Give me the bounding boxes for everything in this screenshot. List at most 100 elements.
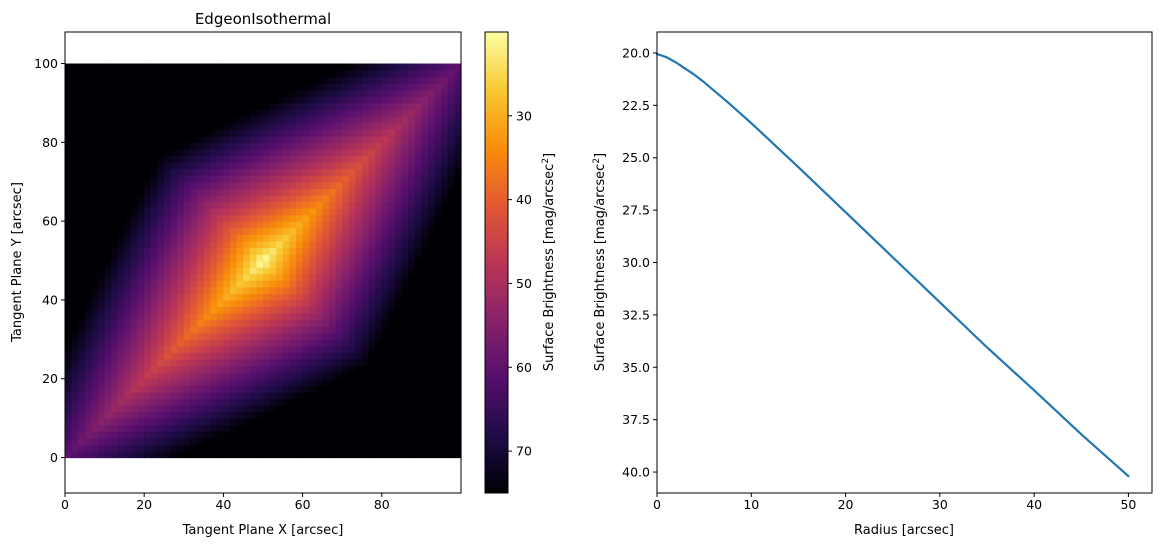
heatmap-cell bbox=[249, 306, 257, 314]
heatmap-cell bbox=[388, 359, 396, 367]
heatmap-cell bbox=[282, 135, 290, 143]
heatmap-cell bbox=[65, 306, 73, 314]
heatmap-cell bbox=[203, 385, 211, 393]
heatmap-cell bbox=[236, 260, 244, 268]
heatmap-cell bbox=[381, 109, 389, 117]
heatmap-cell bbox=[84, 70, 92, 78]
heatmap-cell bbox=[362, 359, 370, 367]
heatmap-cell bbox=[197, 234, 205, 242]
heatmap-cell bbox=[322, 148, 330, 157]
heatmap-cell bbox=[447, 63, 455, 71]
heatmap-cell bbox=[84, 122, 92, 130]
heatmap-cell bbox=[78, 332, 86, 340]
heatmap-cell bbox=[137, 359, 145, 367]
heatmap-cell bbox=[408, 148, 416, 157]
heatmap-cell bbox=[84, 240, 92, 248]
heatmap-cell bbox=[329, 431, 337, 439]
heatmap-cell bbox=[197, 378, 205, 386]
heatmap-cell bbox=[342, 365, 350, 373]
heatmap-cell bbox=[282, 142, 290, 150]
heatmap-cell bbox=[421, 286, 429, 294]
heatmap-cell bbox=[249, 162, 257, 170]
heatmap-cell bbox=[203, 162, 211, 170]
heatmap-cell bbox=[302, 247, 310, 255]
heatmap-cell bbox=[65, 313, 73, 321]
heatmap-cell bbox=[434, 63, 442, 71]
heatmap-cell bbox=[71, 194, 79, 203]
heatmap-cell bbox=[381, 359, 389, 367]
heatmap-cell bbox=[91, 175, 99, 183]
heatmap-cell bbox=[144, 352, 152, 360]
heatmap-cell bbox=[447, 247, 455, 255]
heatmap-cell bbox=[309, 148, 317, 157]
heatmap-cell bbox=[223, 155, 231, 163]
heatmap-cell bbox=[98, 391, 106, 400]
heatmap-cell bbox=[329, 253, 337, 262]
heatmap-cell bbox=[137, 437, 145, 446]
heatmap-cell bbox=[302, 122, 310, 130]
heatmap-cell bbox=[236, 175, 244, 183]
heatmap-cell bbox=[289, 122, 297, 130]
heatmap-cell bbox=[276, 247, 284, 255]
heatmap-cell bbox=[104, 240, 112, 248]
heatmap-cell bbox=[164, 450, 172, 459]
heatmap-cell bbox=[342, 129, 350, 137]
heatmap-cell bbox=[428, 365, 436, 373]
heatmap-cell bbox=[335, 299, 343, 308]
heatmap-cell bbox=[98, 181, 106, 189]
heatmap-cell bbox=[434, 148, 442, 157]
heatmap-cell bbox=[282, 63, 290, 71]
heatmap-cell bbox=[421, 450, 429, 459]
heatmap-cell bbox=[104, 365, 112, 373]
heatmap-cell bbox=[447, 234, 455, 242]
heatmap-cell bbox=[183, 142, 191, 150]
heatmap-cell bbox=[216, 240, 224, 248]
heatmap-cell bbox=[276, 326, 284, 334]
heatmap-cell bbox=[216, 306, 224, 314]
heatmap-cell bbox=[98, 76, 106, 84]
heatmap-cell bbox=[197, 122, 205, 130]
heatmap-cell bbox=[302, 168, 310, 176]
heatmap-cell bbox=[230, 405, 238, 413]
heatmap-cell bbox=[216, 83, 224, 91]
heatmap-cell bbox=[78, 260, 86, 268]
heatmap-cell bbox=[236, 424, 244, 432]
heatmap-cell bbox=[177, 247, 185, 255]
heatmap-cell bbox=[71, 437, 79, 446]
heatmap-cell bbox=[150, 359, 158, 367]
heatmap-cell bbox=[401, 267, 409, 275]
heatmap-cell bbox=[447, 332, 455, 340]
heatmap-cell bbox=[329, 280, 337, 288]
heatmap-cell bbox=[447, 313, 455, 321]
heatmap-cell bbox=[236, 450, 244, 459]
heatmap-cell bbox=[296, 155, 304, 163]
heatmap-cell bbox=[441, 142, 449, 150]
heatmap-cell bbox=[71, 89, 79, 97]
heatmap-cell bbox=[302, 444, 310, 452]
heatmap-cell bbox=[342, 253, 350, 262]
heatmap-cell bbox=[414, 96, 422, 104]
heatmap-cell bbox=[289, 365, 297, 373]
heatmap-cell bbox=[282, 83, 290, 91]
heatmap-cell bbox=[348, 306, 356, 314]
heatmap-cell bbox=[315, 313, 323, 321]
heatmap-cell bbox=[236, 234, 244, 242]
heatmap-cell bbox=[362, 116, 370, 124]
heatmap-cell bbox=[447, 286, 455, 294]
heatmap-cell bbox=[368, 398, 376, 406]
heatmap-cell bbox=[157, 332, 165, 340]
heatmap-cell bbox=[302, 162, 310, 170]
heatmap-cell bbox=[289, 352, 297, 360]
heatmap-cell bbox=[401, 168, 409, 176]
heatmap-cell bbox=[131, 142, 139, 150]
heatmap-cell bbox=[243, 365, 251, 373]
heatmap-cell bbox=[164, 70, 172, 78]
heatmap-cell bbox=[91, 352, 99, 360]
heatmap-cell bbox=[177, 418, 185, 426]
heatmap-cell bbox=[71, 109, 79, 117]
heatmap-cell bbox=[309, 286, 317, 294]
heatmap-cell bbox=[144, 227, 152, 235]
heatmap-cell bbox=[329, 181, 337, 189]
heatmap-cell bbox=[256, 201, 264, 209]
heatmap-cell bbox=[190, 188, 198, 196]
